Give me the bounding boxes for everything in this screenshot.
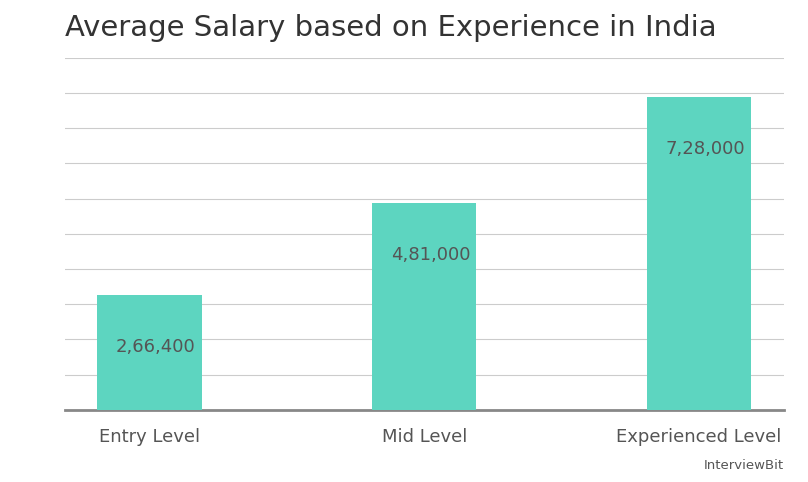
Bar xyxy=(372,203,477,410)
Text: 7,28,000: 7,28,000 xyxy=(666,140,745,158)
Text: InterviewBit: InterviewBit xyxy=(704,459,784,472)
Text: 2,66,400: 2,66,400 xyxy=(116,337,196,356)
Text: Average Salary based on Experience in India: Average Salary based on Experience in In… xyxy=(65,13,716,41)
Text: 4,81,000: 4,81,000 xyxy=(391,245,470,264)
Bar xyxy=(646,97,751,410)
Bar xyxy=(97,295,202,410)
